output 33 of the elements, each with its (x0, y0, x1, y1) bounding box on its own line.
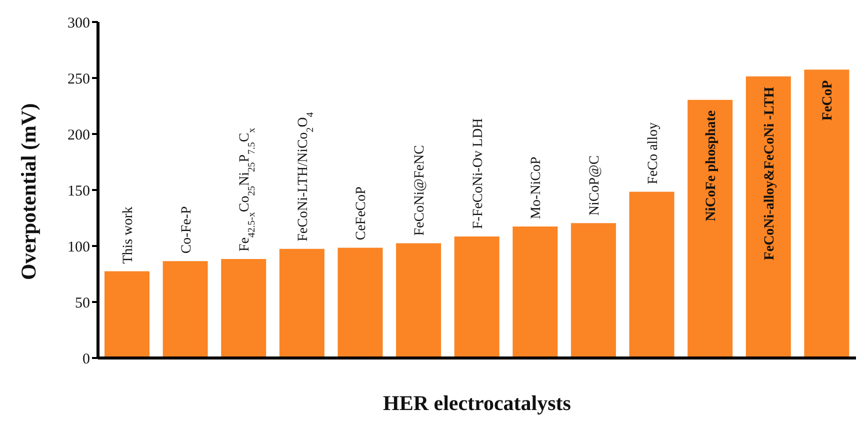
bar (804, 70, 850, 358)
x-tick-label: F-FeCoNi-Ov LDH (470, 118, 486, 230)
x-tick-label: Co-Fe-P (179, 206, 194, 254)
bar (162, 261, 208, 358)
bar (221, 258, 266, 358)
x-tick-label: FeCo alloy (646, 122, 661, 184)
y-tick-label: 0 (82, 351, 90, 368)
x-axis-title: HER electrocatalysts (383, 391, 571, 415)
y-tick-label: 250 (68, 71, 90, 88)
x-tick-label: Mo-NiCoP (529, 156, 544, 219)
bar (512, 226, 558, 358)
y-tick-label: 100 (68, 239, 90, 256)
x-tick-label: FeCoNi-alloy&FeCoNi -LTH (762, 86, 778, 260)
y-tick-label: 200 (68, 127, 90, 144)
y-axis-title: Overpotential (mV) (16, 103, 40, 280)
bar (688, 100, 733, 358)
y-tick-label: 150 (68, 183, 90, 200)
x-tick-label: CeFeCoP (354, 186, 370, 240)
x-tick-label: FeCoP (820, 80, 836, 121)
bar (396, 243, 442, 358)
bar (104, 271, 150, 358)
x-tick-label: This work (120, 206, 136, 264)
x-tick-label: NiCoFe phosphate (704, 110, 720, 222)
bar (338, 248, 383, 358)
x-tick-label: NiCoP@C (587, 155, 602, 216)
bar (570, 223, 616, 358)
bar (279, 248, 324, 358)
bar (629, 192, 674, 358)
x-tick-label: FeCoNi@FeNC (412, 145, 428, 236)
y-tick-label: 300 (68, 15, 90, 32)
y-tick-label: 50 (75, 295, 90, 312)
bar (454, 236, 500, 358)
bar (746, 76, 791, 358)
